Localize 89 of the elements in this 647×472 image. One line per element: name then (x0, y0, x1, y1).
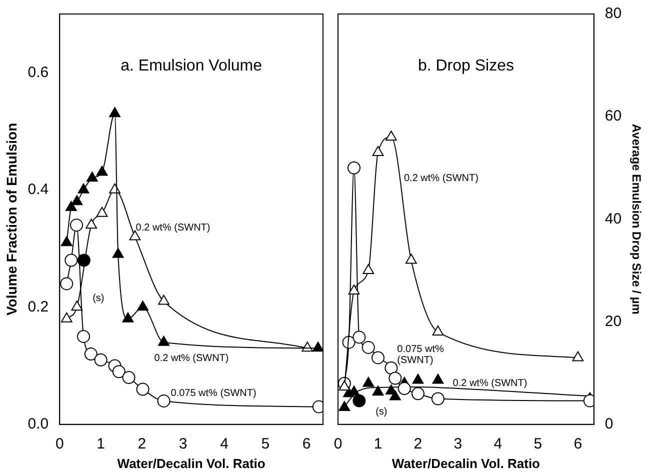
point (70, 218, 84, 232)
point (65, 200, 77, 211)
point (372, 386, 384, 396)
x-tick-label: 1 (374, 436, 382, 453)
text: a. Emulsion Volume (120, 57, 262, 74)
x-tick-label: 0 (334, 436, 342, 453)
x-axis-title: Water/Decalin Vol. Ratio (392, 456, 540, 471)
x-tick-label: 4 (220, 436, 228, 453)
point (71, 195, 83, 206)
x-tick-label: 2 (414, 436, 422, 453)
x-tick-label: 3 (454, 436, 462, 453)
y2-tick-label: 80 (604, 5, 622, 22)
y-tick-label: 0.4 (28, 181, 49, 198)
point (338, 400, 350, 411)
point (389, 390, 401, 400)
point (60, 236, 72, 246)
point (362, 376, 374, 387)
series-label: 0.2 wt% (SWNT) (452, 378, 528, 390)
point (348, 284, 360, 295)
x-tick-label: 6 (574, 436, 582, 453)
point (96, 166, 108, 176)
y-axis-title: Volume Fraction of Emulsion (3, 122, 20, 316)
point (347, 161, 360, 174)
series-label: 0.2 wt% (SWNT) (136, 222, 210, 234)
point (352, 394, 366, 408)
point (112, 365, 126, 378)
series-label: 0.075 wt% (SWNT) (397, 344, 444, 366)
point (385, 130, 397, 141)
point (60, 277, 74, 290)
point (384, 361, 398, 374)
point (109, 107, 120, 118)
x-tick-label: 0 (55, 436, 64, 453)
point (572, 351, 584, 362)
x-tick-label: 1 (96, 436, 105, 453)
point (158, 294, 170, 305)
point (60, 312, 72, 322)
point (94, 353, 108, 366)
point (412, 374, 424, 384)
x-tick-label: 4 (494, 436, 502, 453)
annotation: (s) (376, 406, 388, 418)
point (352, 330, 366, 344)
point (372, 146, 384, 156)
point (78, 183, 90, 194)
point (86, 172, 98, 182)
point (388, 372, 402, 385)
point (312, 342, 323, 352)
point (432, 326, 444, 336)
series-label: 0.2 wt% (SWNT) (154, 352, 229, 364)
x-tick-label: 5 (261, 436, 270, 453)
x-tick-label: 2 (138, 436, 146, 453)
y2-tick-label: 20 (604, 312, 622, 330)
y2-tick-label: 40 (604, 210, 622, 228)
point (158, 336, 170, 346)
point (405, 254, 417, 264)
y2-tick-label: 60 (604, 108, 622, 125)
point (71, 300, 83, 311)
point (84, 348, 98, 361)
x-tick-label: 3 (178, 436, 188, 453)
point (411, 387, 424, 400)
point (96, 206, 108, 217)
point (338, 380, 350, 390)
point (371, 351, 384, 364)
point (122, 312, 134, 322)
annotation: (s) (92, 293, 104, 304)
point (122, 370, 136, 384)
point (137, 300, 148, 311)
point (129, 230, 141, 240)
point (432, 374, 444, 384)
x-tick-label: 5 (534, 436, 542, 453)
point (64, 254, 78, 267)
point (398, 382, 411, 395)
point (431, 392, 444, 406)
point (86, 218, 98, 229)
y2-axis-title: Average Emulsion Drop Size / µm (629, 124, 644, 314)
series-label: 0.2 wt% (SWNT) (404, 172, 478, 184)
point (362, 340, 375, 354)
point (77, 330, 90, 343)
y-tick-label: 0.0 (28, 416, 49, 433)
y-tick-label: 0.6 (28, 64, 49, 81)
point (112, 248, 124, 258)
x-tick-label: 6 (302, 436, 311, 453)
y-tick-label: 0.2 (28, 298, 49, 316)
series-label: 0.075 wt% (SWNT) (170, 388, 256, 400)
x-axis-title: Water/Decalin Vol. Ratio (117, 456, 266, 471)
y2-tick-label: 0 (604, 416, 614, 433)
point (136, 382, 150, 396)
point (362, 264, 374, 274)
point (157, 394, 170, 408)
text: b. Drop Sizes (418, 57, 514, 74)
